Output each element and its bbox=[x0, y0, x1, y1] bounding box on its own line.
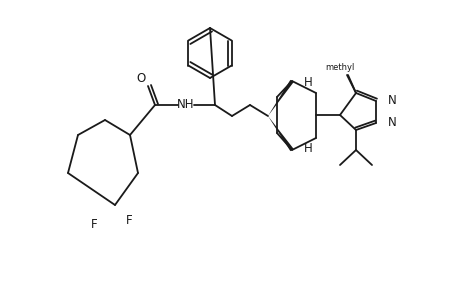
Text: H: H bbox=[304, 142, 313, 154]
Text: F: F bbox=[126, 214, 133, 226]
Text: O: O bbox=[136, 71, 145, 84]
Text: H: H bbox=[304, 76, 313, 89]
Text: F: F bbox=[92, 219, 98, 231]
Text: methyl: methyl bbox=[325, 62, 355, 71]
Text: N: N bbox=[388, 117, 397, 130]
Polygon shape bbox=[268, 80, 294, 116]
Text: NH: NH bbox=[177, 98, 195, 112]
Polygon shape bbox=[268, 116, 294, 151]
Text: N: N bbox=[388, 95, 397, 108]
